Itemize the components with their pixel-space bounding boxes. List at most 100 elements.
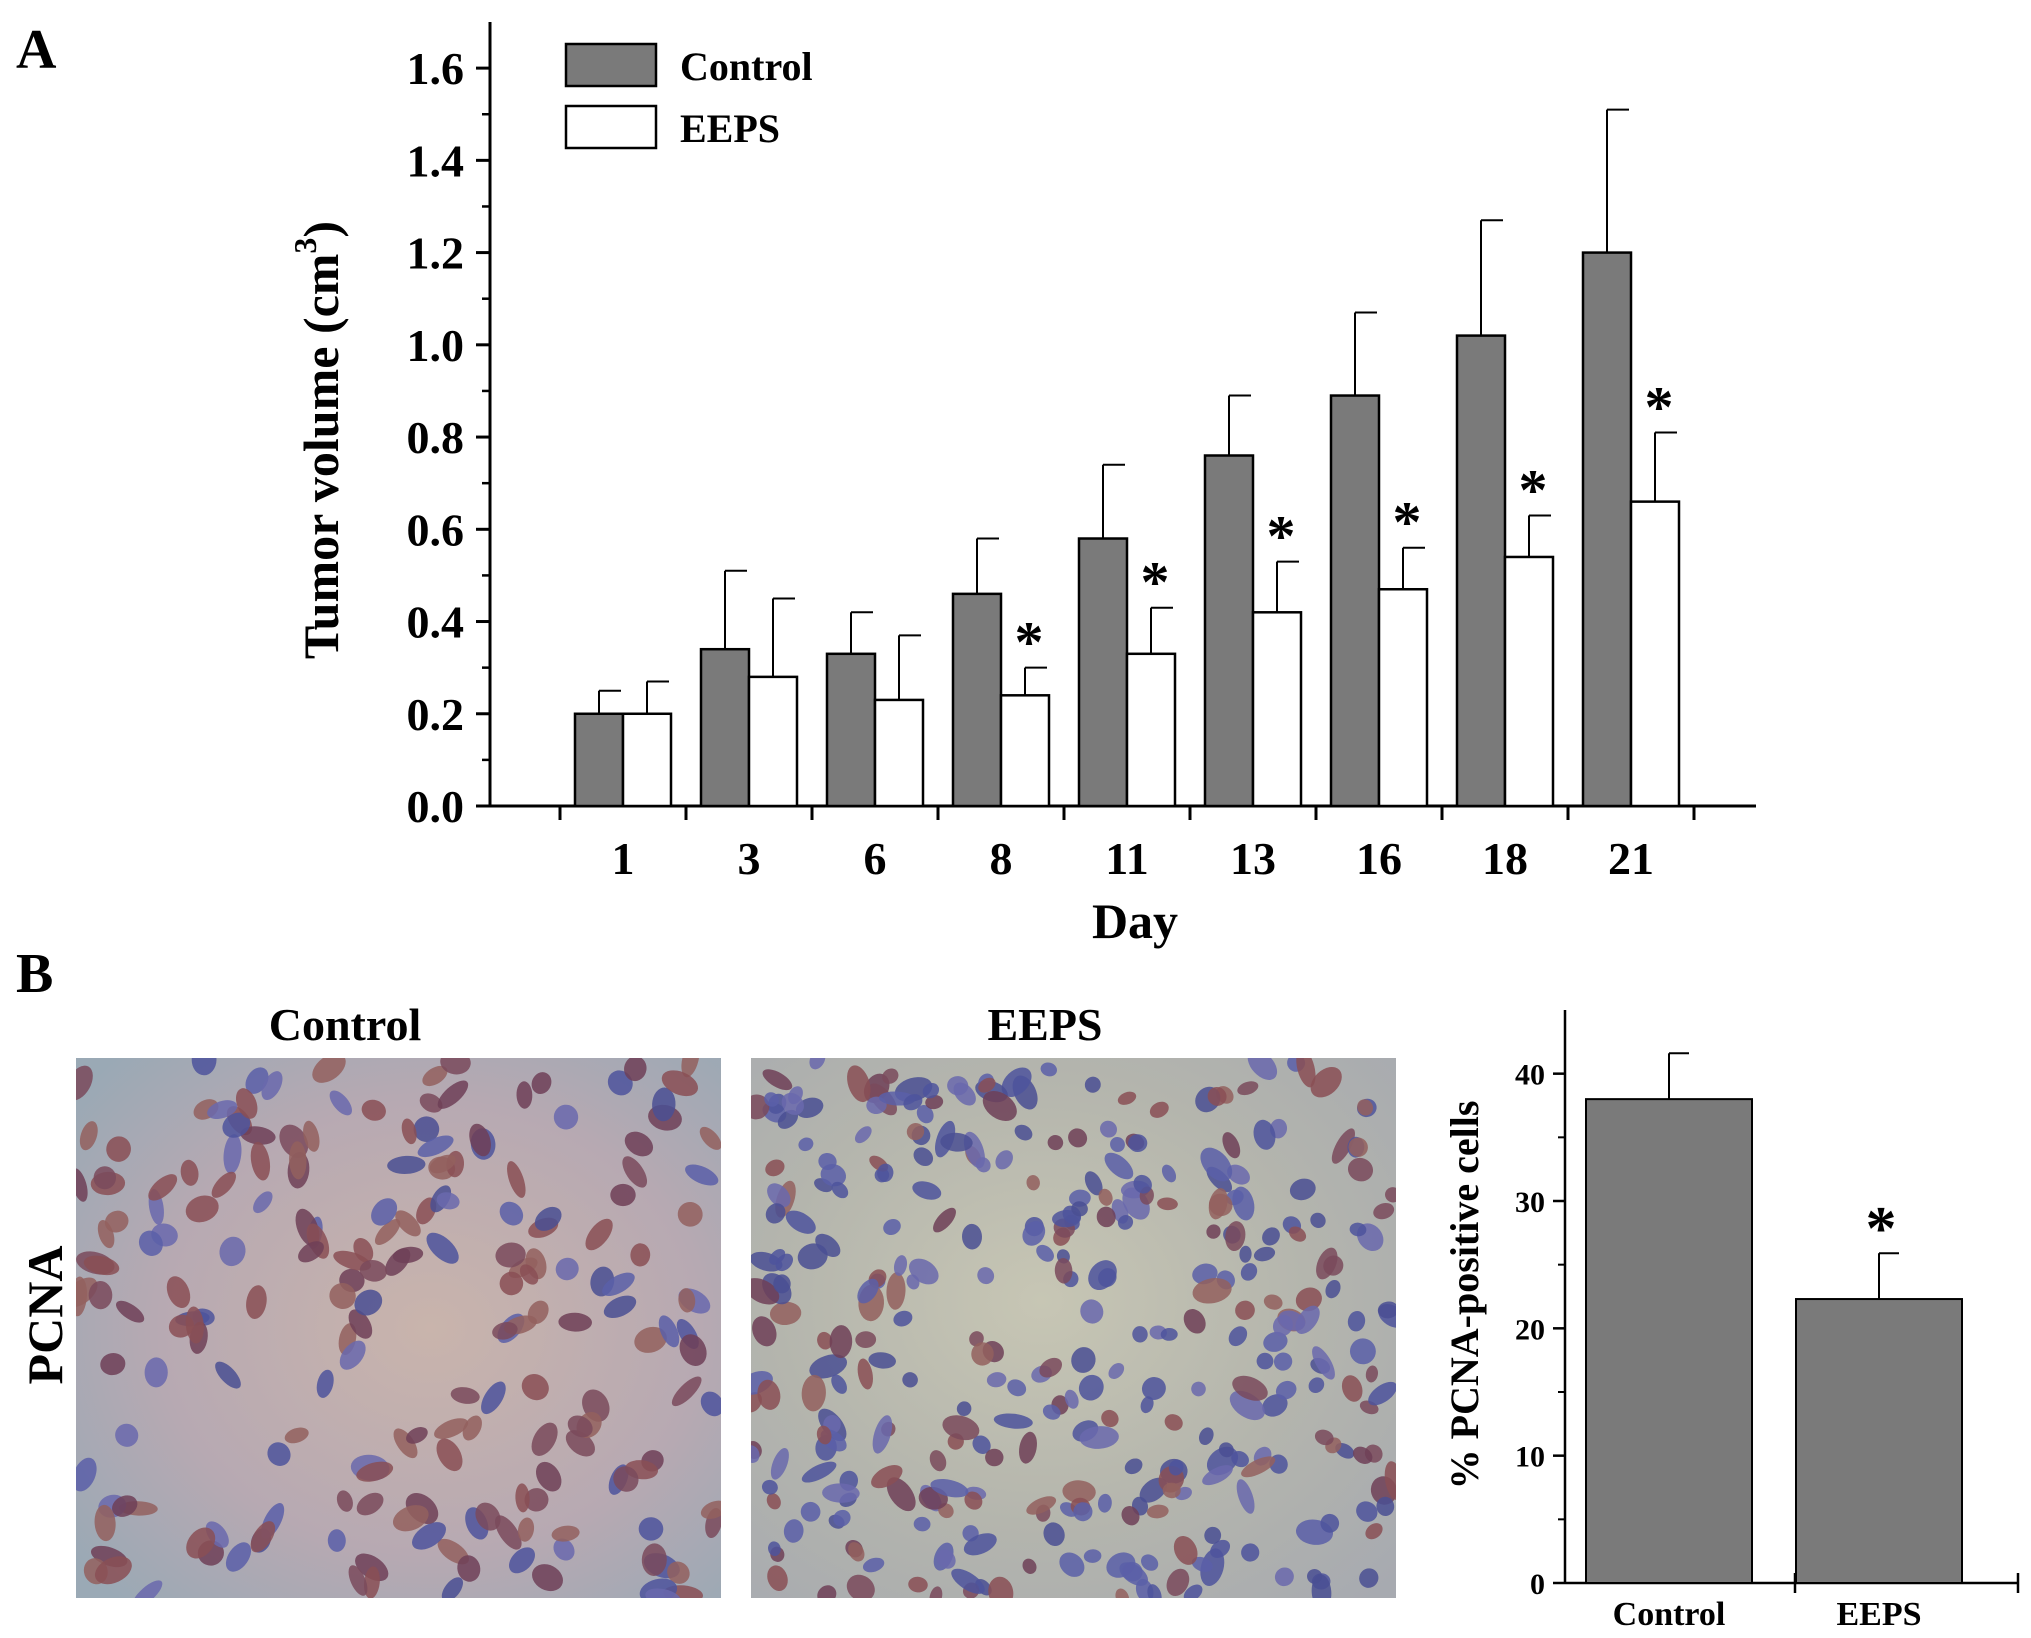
cell-nucleus — [100, 1353, 126, 1376]
cell-nucleus — [88, 1281, 113, 1310]
y-tick-label: 1.2 — [407, 228, 465, 279]
cell-nucleus — [817, 1331, 833, 1350]
cell-nucleus — [521, 1373, 549, 1401]
cell-nucleus — [1117, 1091, 1137, 1105]
cell-nucleus — [641, 1543, 667, 1576]
cell-nucleus — [846, 1574, 875, 1598]
cell-nucleus — [1084, 1171, 1103, 1196]
cell-nucleus — [83, 1255, 120, 1276]
cell-nucleus — [1104, 1152, 1134, 1180]
cell-nucleus — [679, 1334, 707, 1367]
cell-nucleus — [700, 1500, 721, 1519]
cell-nucleus — [1124, 1458, 1143, 1475]
eeps-cells — [751, 1058, 1396, 1598]
cell-nucleus — [348, 1309, 373, 1339]
cell-nucleus — [1019, 1431, 1037, 1464]
significance-star: * — [1393, 490, 1422, 555]
cell-nucleus — [363, 1566, 380, 1598]
cell-nucleus — [185, 1195, 219, 1223]
cell-nucleus — [602, 1272, 635, 1297]
cell-nucleus — [106, 1136, 131, 1162]
cell-nucleus — [1274, 1567, 1294, 1587]
cell-nucleus — [1084, 1076, 1101, 1093]
cell-nucleus — [531, 1422, 558, 1456]
cell-nucleus — [1198, 1427, 1214, 1445]
cell-nucleus — [630, 1243, 651, 1267]
y-axis-label-superscript: 3 — [287, 238, 323, 254]
cell-nucleus — [494, 1515, 522, 1550]
pcna-row-label: PCNA — [17, 1246, 73, 1385]
cell-nucleus — [1376, 1496, 1395, 1516]
cell-nucleus — [1054, 1258, 1073, 1284]
cell-nucleus — [922, 1083, 940, 1099]
significance-star: * — [1519, 457, 1548, 522]
bar-control — [1455, 334, 1507, 808]
cell-nucleus — [857, 1278, 879, 1304]
pcna-positive-chart: 0 10 20 30 40 Control EEPS * % PCNA-positive … — [1442, 1010, 2020, 1633]
cell-nucleus — [1349, 1222, 1367, 1237]
cell-nucleus — [1022, 1558, 1037, 1574]
cell-nucleus — [253, 1191, 273, 1214]
cell-nucleus — [392, 1505, 429, 1532]
cell-nucleus — [1232, 1375, 1268, 1401]
cell-nucleus — [1202, 1465, 1233, 1486]
cell-nucleus — [1026, 1496, 1057, 1515]
cell-nucleus — [658, 1315, 680, 1348]
cell-nucleus — [883, 1218, 901, 1236]
cell-nucleus — [854, 1126, 872, 1144]
cell-nucleus — [1160, 1327, 1178, 1341]
cell-nucleus — [519, 1264, 539, 1285]
cell-nucleus — [903, 1094, 923, 1111]
y-tick-label: 1.6 — [407, 43, 465, 94]
cell-nucleus — [831, 1374, 847, 1394]
cell-nucleus — [667, 1561, 690, 1584]
cell-nucleus — [1161, 1164, 1177, 1183]
cell-nucleus — [413, 1116, 440, 1142]
cell-nucleus — [785, 1210, 816, 1234]
cell-nucleus — [942, 1415, 980, 1441]
cell-nucleus — [374, 1219, 401, 1245]
cell-nucleus — [1320, 1513, 1340, 1533]
cell-nucleus — [76, 1457, 97, 1492]
image-title-eeps: EEPS — [987, 999, 1102, 1050]
cell-nucleus — [817, 1585, 837, 1598]
bar-control — [699, 647, 751, 808]
cell-nucleus — [94, 1504, 116, 1542]
bar-control — [1581, 251, 1633, 808]
y-axis-label-text: Tumor volume (cm — [293, 254, 349, 660]
cell-nucleus — [1331, 1128, 1355, 1164]
cell-nucleus — [1026, 1175, 1040, 1191]
error-bars — [598, 108, 1677, 714]
x-ticks: Control EEPS — [1613, 1573, 2020, 1633]
cell-nucleus — [166, 1276, 191, 1309]
cell-nucleus — [1352, 1446, 1373, 1464]
cell-nucleus — [115, 1423, 139, 1447]
y-tick-label: 0.4 — [407, 597, 465, 648]
cell-nucleus — [1206, 1224, 1221, 1239]
cell-nucleus — [1347, 1310, 1366, 1332]
cell-nucleus — [1235, 1300, 1255, 1320]
cell-nucleus — [567, 1415, 593, 1438]
bar-control — [1329, 394, 1381, 808]
cell-nucleus — [1365, 1365, 1378, 1383]
cell-nucleus — [436, 1438, 463, 1472]
cell-nucleus — [936, 1549, 956, 1569]
cell-nucleus — [1200, 1147, 1233, 1182]
cell-nucleus — [766, 1493, 781, 1510]
cell-nucleus — [624, 1058, 647, 1082]
cell-nucleus — [1128, 1134, 1148, 1153]
cell-nucleus — [1273, 1352, 1293, 1371]
cell-nucleus — [765, 1203, 786, 1224]
cell-nucleus — [225, 1542, 252, 1572]
cell-nucleus — [1207, 1086, 1227, 1106]
cell-nucleus — [833, 1509, 851, 1527]
cell-nucleus — [847, 1065, 871, 1103]
x-tick-label: 11 — [1105, 833, 1148, 884]
x-tick-label: 3 — [738, 833, 761, 884]
cell-nucleus — [289, 1141, 307, 1180]
cell-nucleus — [951, 1568, 985, 1594]
cell-nucleus — [329, 1090, 352, 1116]
cell-nucleus — [1204, 1526, 1222, 1544]
cell-nucleus — [801, 1374, 826, 1412]
cell-nucleus — [1356, 1501, 1378, 1522]
